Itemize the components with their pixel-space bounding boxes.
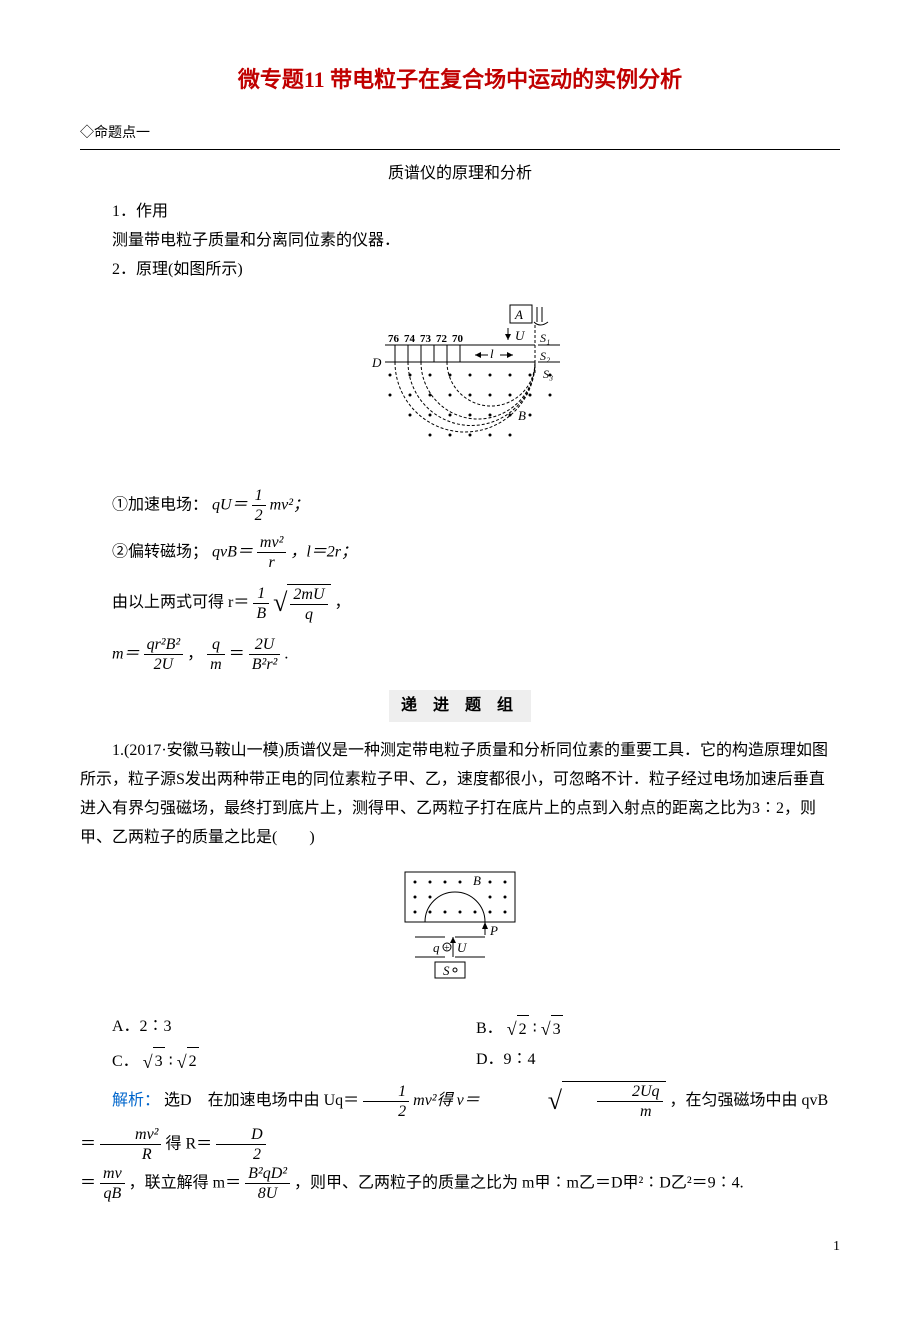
page-title: 微专题11 带电粒子在复合场中运动的实例分析 (80, 60, 840, 100)
figure-2: B P q + U S (80, 867, 840, 998)
sol-d: 得 R＝ (165, 1135, 212, 1152)
question-group-title: 递 进 题 组 (389, 690, 531, 723)
fig1-label-b: B (518, 408, 526, 423)
sol-b: mv²得 v＝ (413, 1092, 480, 1109)
svg-text:+: + (444, 943, 450, 954)
fig1-label-u: U (515, 328, 526, 343)
fig1-dots (389, 373, 552, 436)
sol-sqn: 2Uq (597, 1082, 663, 1102)
fig2-u: U (457, 940, 468, 955)
opt-c-s1: 3 (153, 1047, 165, 1077)
sol-f1n: 1 (363, 1082, 409, 1102)
page-number: 1 (80, 1234, 840, 1259)
eq4-f2d: m (207, 655, 225, 674)
sol-f2n: mv² (100, 1125, 161, 1145)
fig2-dots (414, 881, 507, 914)
eq4: m＝ qr²B²2U ， qm ＝ 2UB²r² . (112, 635, 840, 674)
p2-label: 2．原理(如图所示) (80, 256, 840, 285)
eq2: ②偏转磁场； qvB＝ mv²r ，l＝2r； (112, 533, 840, 572)
fig1-num-70: 70 (452, 333, 464, 345)
option-b: B． √2 ∶ √3 (476, 1013, 840, 1045)
fig1-label-s3: S₃ (543, 367, 553, 381)
fig1-label-s2: S₂ (540, 349, 550, 363)
sol-f3n: D (216, 1125, 266, 1145)
sol-g: ，则甲、乙两粒子的质量之比为 m甲∶m乙＝D甲²∶D乙²＝9∶4. (294, 1175, 744, 1192)
eq4-f3d: B²r² (249, 655, 281, 674)
section-subtitle: 质谱仪的原理和分析 (80, 160, 840, 189)
sol-e: ＝ (80, 1175, 96, 1192)
option-c: C． √3 ∶ √2 (112, 1046, 476, 1078)
fig1-num-73: 73 (420, 333, 432, 345)
opt-b-s1: 2 (517, 1015, 529, 1045)
fig1-label-d: D (371, 355, 382, 370)
eq3-sqrt-num: 2mU (290, 585, 327, 605)
eq1-prefix: ①加速电场： (112, 496, 208, 513)
sol-f1d: 2 (363, 1102, 409, 1121)
sol-f5n: B²qD² (245, 1164, 290, 1184)
sol-f5d: 8U (245, 1184, 290, 1203)
eq1-num: 1 (252, 486, 266, 506)
eq3-tail: ， (335, 594, 351, 611)
section-label: ◇命题点一 (80, 120, 840, 150)
fig2-p: P (489, 923, 498, 938)
option-d: D．9∶4 (476, 1046, 840, 1078)
sol-a: 选D 在加速电场中由 Uq＝ (164, 1092, 359, 1109)
solution-label: 解析： (112, 1092, 160, 1109)
p1-text: 测量带电粒子质量和分离同位素的仪器． (80, 227, 840, 256)
eq2-num: mv² (257, 533, 286, 553)
opt-b-prefix: B． (476, 1020, 503, 1037)
eq2-prefix: ②偏转磁场； (112, 543, 208, 560)
opt-c-prefix: C． (112, 1053, 139, 1070)
opt-c-s2: 2 (187, 1047, 199, 1077)
eq3-num: 1 (253, 584, 269, 604)
eq3-sqrt-den: q (290, 605, 327, 624)
q1-text: 1.(2017·安徽马鞍山一模)质谱仪是一种测定带电粒子质量和分析同位素的重要工… (80, 737, 840, 852)
eq2-den: r (257, 553, 286, 572)
fig1-num-74: 74 (404, 333, 416, 345)
eq4-c: ＝ (229, 645, 245, 662)
fig1-label-a: A (514, 307, 523, 322)
figure-1: A U S₁ S₂ S₃ 76 74 73 72 70 D l (80, 300, 840, 471)
sol-sqd: m (597, 1102, 663, 1121)
options: A．2∶3 B． √2 ∶ √3 C． √3 ∶ √2 D．9∶4 (112, 1013, 840, 1078)
eq4-f2n: q (207, 635, 225, 655)
eq3-den: B (253, 604, 269, 623)
solution: 解析： 选D 在加速电场中由 Uq＝ 12 mv²得 v＝ √2Uqm ，在匀强… (80, 1078, 840, 1164)
eq1-den: 2 (252, 506, 266, 525)
fig2-s: S (443, 963, 450, 978)
eq1-tail: mv²； (270, 496, 309, 513)
p1-label: 1．作用 (80, 198, 840, 227)
eq4-f3n: 2U (249, 635, 281, 655)
fig2-b: B (473, 873, 481, 888)
eq2-tail: ，l＝2r； (290, 543, 357, 560)
eq3-prefix: 由以上两式可得 r＝ (112, 594, 249, 611)
sol-f4d: qB (100, 1184, 125, 1203)
solution-line2: ＝ mvqB ，联立解得 m＝ B²qD²8U ，则甲、乙两粒子的质量之比为 m… (80, 1164, 840, 1203)
option-a: A．2∶3 (112, 1013, 476, 1045)
sol-f3d: 2 (216, 1145, 266, 1164)
eq4-a: m＝ (112, 645, 140, 662)
sol-f2d: R (100, 1145, 161, 1164)
fig2-q: q (433, 940, 440, 955)
fig1-label-l: l (490, 346, 494, 361)
eq4-b: ， (187, 645, 203, 662)
section-label-text: ◇命题点一 (80, 126, 150, 141)
eq4-f1d: 2U (144, 655, 184, 674)
fig1-num-76: 76 (388, 333, 400, 345)
eq2-body: qvB＝ (212, 543, 253, 560)
eq4-tail: . (284, 645, 288, 662)
sol-f: ，联立解得 m＝ (129, 1175, 241, 1192)
question-group-header: 递 进 题 组 (80, 690, 840, 723)
opt-b-s2: 3 (551, 1015, 563, 1045)
eq4-f1n: qr²B² (144, 635, 184, 655)
fig1-label-s1: S₁ (540, 331, 550, 345)
sol-f4n: mv (100, 1164, 125, 1184)
fig1-num-72: 72 (436, 333, 448, 345)
eq1-body: qU＝ (212, 496, 248, 513)
eq3: 由以上两式可得 r＝ 1B √2mUq ， (112, 580, 840, 627)
eq1: ①加速电场： qU＝ 12 mv²； (112, 486, 840, 525)
